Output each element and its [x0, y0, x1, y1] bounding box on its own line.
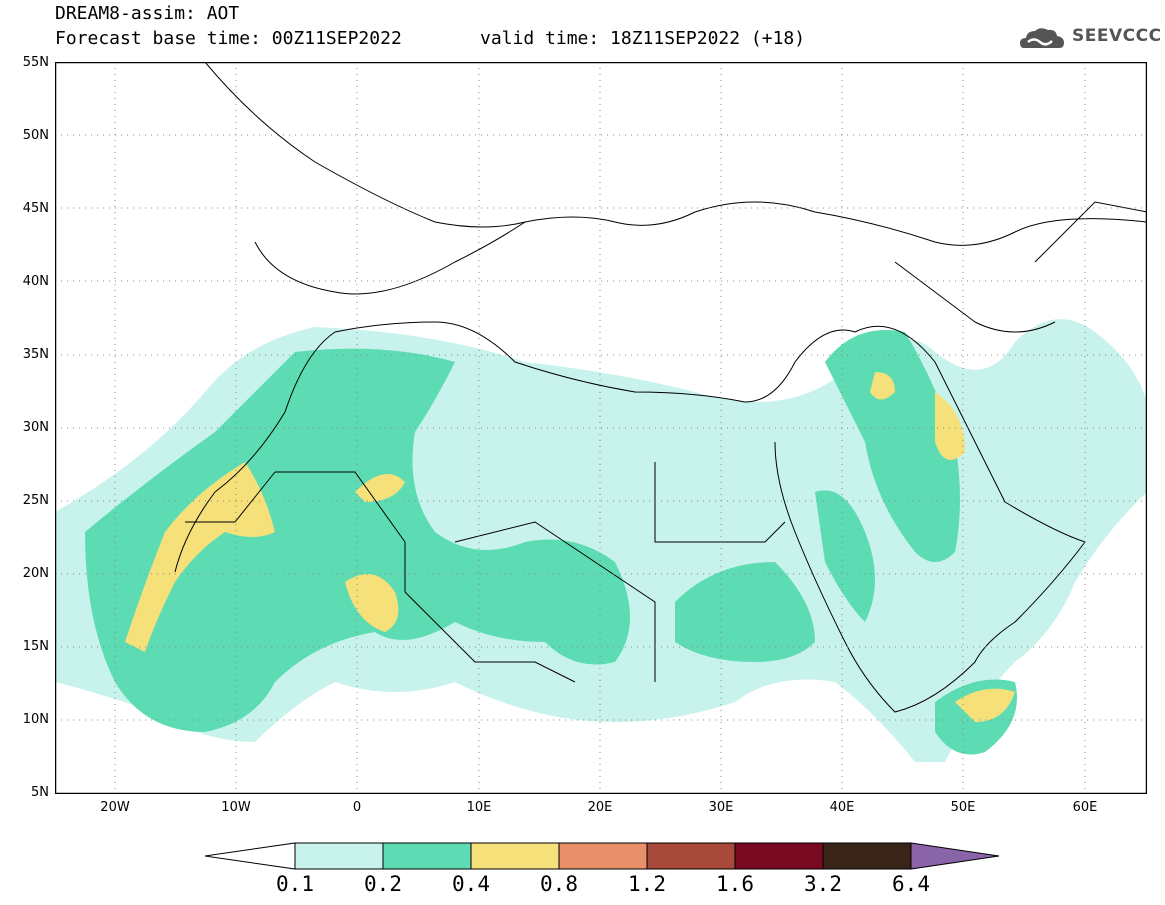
colorbar-bin: [382, 842, 472, 870]
colorbar-bin: [558, 842, 648, 870]
forecast-base-time: Forecast base time: 00Z11SEP2022: [55, 28, 402, 49]
lon-label: 40E: [829, 800, 855, 815]
valid-time: valid time: 18Z11SEP2022 (+18): [480, 28, 806, 49]
aot-map: [55, 62, 1147, 794]
colorbar-label: 0.4: [452, 872, 490, 896]
colorbar-label: 0.1: [276, 872, 314, 896]
colorbar-bin: [734, 842, 824, 870]
colorbar-right-arrow: [910, 842, 1000, 870]
lat-label: 25N: [22, 493, 49, 508]
lon-label: 20E: [587, 800, 613, 815]
colorbar-left-arrow: [205, 842, 296, 870]
lat-label: 50N: [22, 128, 49, 143]
colorbar-bin: [470, 842, 560, 870]
colorbar-bin: [294, 842, 384, 870]
title-line-1: DREAM8-assim: AOT: [55, 3, 240, 24]
colorbar-label: 6.4: [892, 872, 930, 896]
lon-label: 20W: [100, 800, 130, 815]
colorbar-label: 0.8: [540, 872, 578, 896]
map-border: [55, 62, 1147, 794]
aot-field-high: [125, 372, 1015, 722]
logo-text: SEEVCCC: [1072, 26, 1162, 46]
colorbar-label: 1.2: [628, 872, 666, 896]
colorbar-label: 3.2: [804, 872, 842, 896]
country-borders: [174, 62, 1147, 713]
lat-label: 5N: [31, 785, 49, 800]
lat-label: 45N: [22, 201, 49, 216]
colorbar-bin: [822, 842, 912, 870]
seevccc-cloud-logo-icon: [1020, 28, 1064, 48]
colorbar-label: 0.2: [364, 872, 402, 896]
lat-label: 40N: [22, 274, 49, 289]
lon-label: 10E: [466, 800, 492, 815]
aot-colorbar: [205, 842, 1000, 870]
lat-label: 55N: [22, 55, 49, 70]
lat-label: 35N: [22, 347, 49, 362]
colorbar-bin: [646, 842, 736, 870]
lat-label: 15N: [22, 639, 49, 654]
lat-lon-grid: [55, 62, 1147, 794]
lat-label: 20N: [22, 566, 49, 581]
lon-label: 0: [352, 800, 362, 815]
lat-label: 10N: [22, 712, 49, 727]
lon-label: 10W: [221, 800, 251, 815]
colorbar-label: 1.6: [716, 872, 754, 896]
lat-label: 30N: [22, 420, 49, 435]
lon-label: 50E: [950, 800, 976, 815]
lon-label: 30E: [708, 800, 734, 815]
lon-label: 60E: [1072, 800, 1098, 815]
